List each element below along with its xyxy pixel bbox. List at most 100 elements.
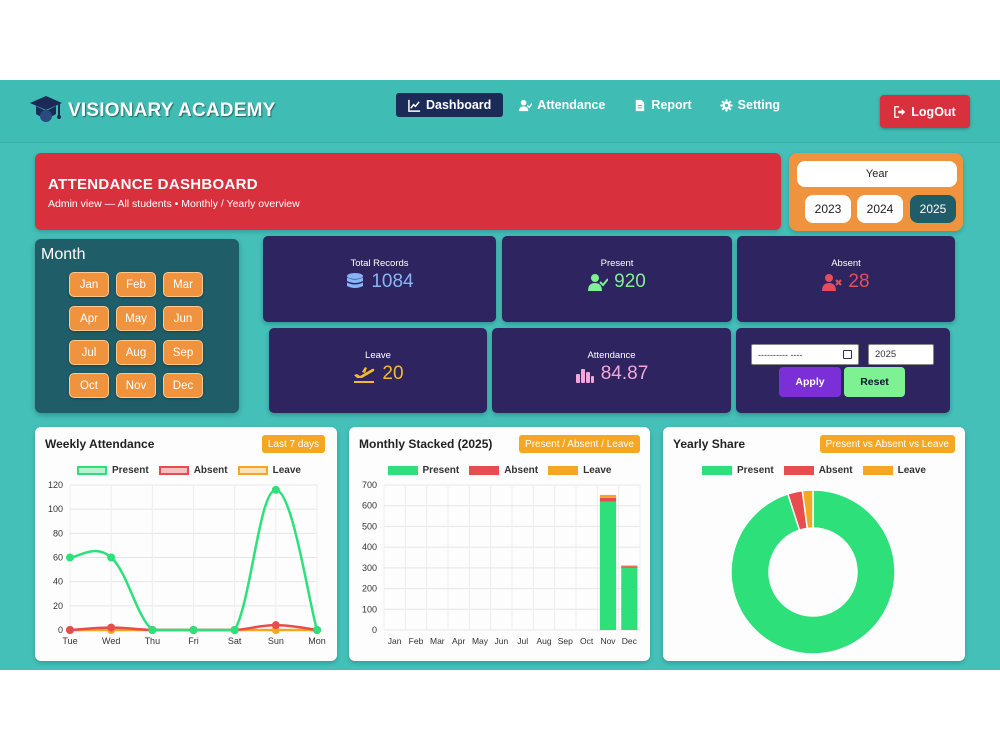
month-button-nov[interactable]: Nov <box>116 373 156 398</box>
month-button-jun[interactable]: Jun <box>163 306 203 331</box>
stat-card-attendance: Attendance 84.87 <box>492 328 731 413</box>
y-tick-label: 120 <box>48 480 63 490</box>
x-tick-label: Dec <box>622 636 638 646</box>
data-point-present <box>66 553 74 562</box>
month-title: Month <box>41 246 86 263</box>
legend-swatch-present <box>702 466 733 475</box>
donut-slice-leave <box>801 489 814 530</box>
month-button-dec[interactable]: Dec <box>163 373 203 398</box>
nav-setting[interactable]: Setting <box>708 93 792 117</box>
legend-label-leave: Leave <box>272 465 301 476</box>
gear-icon <box>720 98 733 112</box>
donut-slice-present <box>730 489 896 655</box>
legend-absent[interactable]: Absent <box>469 465 538 476</box>
x-tick-label: Tue <box>62 636 77 646</box>
legend-present[interactable]: Present <box>77 465 149 476</box>
reset-button[interactable]: Reset <box>844 367 905 397</box>
legend-present[interactable]: Present <box>387 465 460 476</box>
filter-card: ---------- ---- 2025 Apply Reset <box>736 328 950 413</box>
year-button-2025[interactable]: 2025 <box>910 195 956 223</box>
year-button-2024[interactable]: 2024 <box>857 195 903 223</box>
legend-leave[interactable]: Leave <box>237 465 301 476</box>
month-selector: Month Jan Feb Mar Apr May Jun Jul Aug Se… <box>35 239 239 413</box>
data-point-present <box>313 626 321 634</box>
stat-card-absent: Absent 28 <box>737 236 955 322</box>
stat-value-absent: 28 <box>848 271 870 292</box>
x-tick-label: Fri <box>188 636 199 646</box>
data-point-absent <box>66 626 74 634</box>
year-button-2023[interactable]: 2023 <box>805 195 851 223</box>
monthly-chart-title: Monthly Stacked (2025) <box>359 437 493 451</box>
y-tick-label: 0 <box>58 625 63 635</box>
legend-swatch-absent <box>783 466 814 475</box>
stat-label-total: Total Records <box>350 258 409 269</box>
legend-absent[interactable]: Absent <box>783 465 853 476</box>
data-point-absent <box>107 623 116 632</box>
x-tick-label: Sep <box>558 636 573 646</box>
brand[interactable]: VISIONARY ACADEMY <box>28 94 276 128</box>
y-tick-label: 500 <box>362 521 377 531</box>
x-tick-label: Sun <box>268 636 284 646</box>
x-tick-label: Sat <box>228 636 242 646</box>
calendar-icon <box>843 350 852 359</box>
dashboard-app: VISIONARY ACADEMY Dashboard Attendance <box>0 80 1000 670</box>
logout-label: LogOut <box>911 104 956 119</box>
nav-attendance[interactable]: Attendance <box>507 93 617 117</box>
legend-absent[interactable]: Absent <box>158 465 228 476</box>
y-tick-label: 100 <box>362 604 377 614</box>
user-check-icon <box>519 99 533 111</box>
date-input[interactable]: ---------- ---- <box>751 344 859 365</box>
month-button-jul[interactable]: Jul <box>69 340 109 365</box>
year-selector: Year 2023 2024 2025 <box>789 153 963 231</box>
month-button-sep[interactable]: Sep <box>163 340 203 365</box>
y-tick-label: 20 <box>53 601 63 611</box>
nav-dashboard[interactable]: Dashboard <box>396 93 504 117</box>
x-tick-label: May <box>472 636 489 646</box>
legend-label-present: Present <box>422 465 460 476</box>
legend-label-absent: Absent <box>504 465 539 476</box>
x-tick-label: Feb <box>409 636 424 646</box>
stat-label-absent: Absent <box>831 258 861 269</box>
monthly-stacked-bar-chart: 0 100 200 300 400 500 600 700 Jan Feb Mar Apr May Jun… <box>362 480 641 646</box>
x-tick-label: Oct <box>580 636 594 646</box>
nav-report[interactable]: Report <box>621 93 703 117</box>
y-tick-label: 700 <box>362 480 377 490</box>
month-button-aug[interactable]: Aug <box>116 340 156 365</box>
yearly-chart-legend: Present Absent Leave <box>663 465 965 476</box>
legend-swatch-leave <box>548 466 579 475</box>
nav-dashboard-label: Dashboard <box>426 98 492 112</box>
y-tick-label: 200 <box>362 584 377 594</box>
legend-swatch-present <box>387 466 418 475</box>
legend-label-leave: Leave <box>897 465 926 476</box>
apply-button[interactable]: Apply <box>779 367 841 397</box>
legend-present[interactable]: Present <box>702 465 774 476</box>
bar-chart-icon <box>575 369 594 383</box>
month-button-apr[interactable]: Apr <box>69 306 109 331</box>
month-button-jan[interactable]: Jan <box>69 272 109 297</box>
legend-swatch-leave <box>862 466 893 475</box>
month-button-feb[interactable]: Feb <box>116 272 156 297</box>
bar-segment-absent-dec <box>621 566 638 568</box>
legend-leave[interactable]: Leave <box>862 465 926 476</box>
weekly-line-chart: 0 20 40 60 80 100 120 Tue Wed Thu Fri Sat Sun Mon <box>48 480 326 646</box>
monthly-chart-legend: Present Absent Leave <box>349 465 650 476</box>
year-input[interactable]: 2025 <box>868 344 934 365</box>
sign-out-icon <box>894 105 906 118</box>
legend-leave[interactable]: Leave <box>548 465 611 476</box>
x-tick-label: Mar <box>430 636 445 646</box>
y-tick-label: 60 <box>53 553 63 563</box>
x-tick-label: Aug <box>536 636 551 646</box>
month-button-mar[interactable]: Mar <box>163 272 203 297</box>
user-x-icon <box>822 274 843 291</box>
data-point-absent <box>271 621 280 630</box>
y-tick-label: 300 <box>362 563 377 573</box>
user-check-icon <box>588 274 609 291</box>
month-button-oct[interactable]: Oct <box>69 373 109 398</box>
monthly-chart-badge: Present / Absent / Leave <box>519 435 640 453</box>
data-point-present <box>107 553 116 562</box>
data-point-present <box>148 626 157 634</box>
logout-button[interactable]: LogOut <box>880 95 970 128</box>
yearly-donut-chart <box>730 489 896 655</box>
month-button-may[interactable]: May <box>116 306 156 331</box>
date-input-placeholder: ---------- ---- <box>758 349 803 360</box>
